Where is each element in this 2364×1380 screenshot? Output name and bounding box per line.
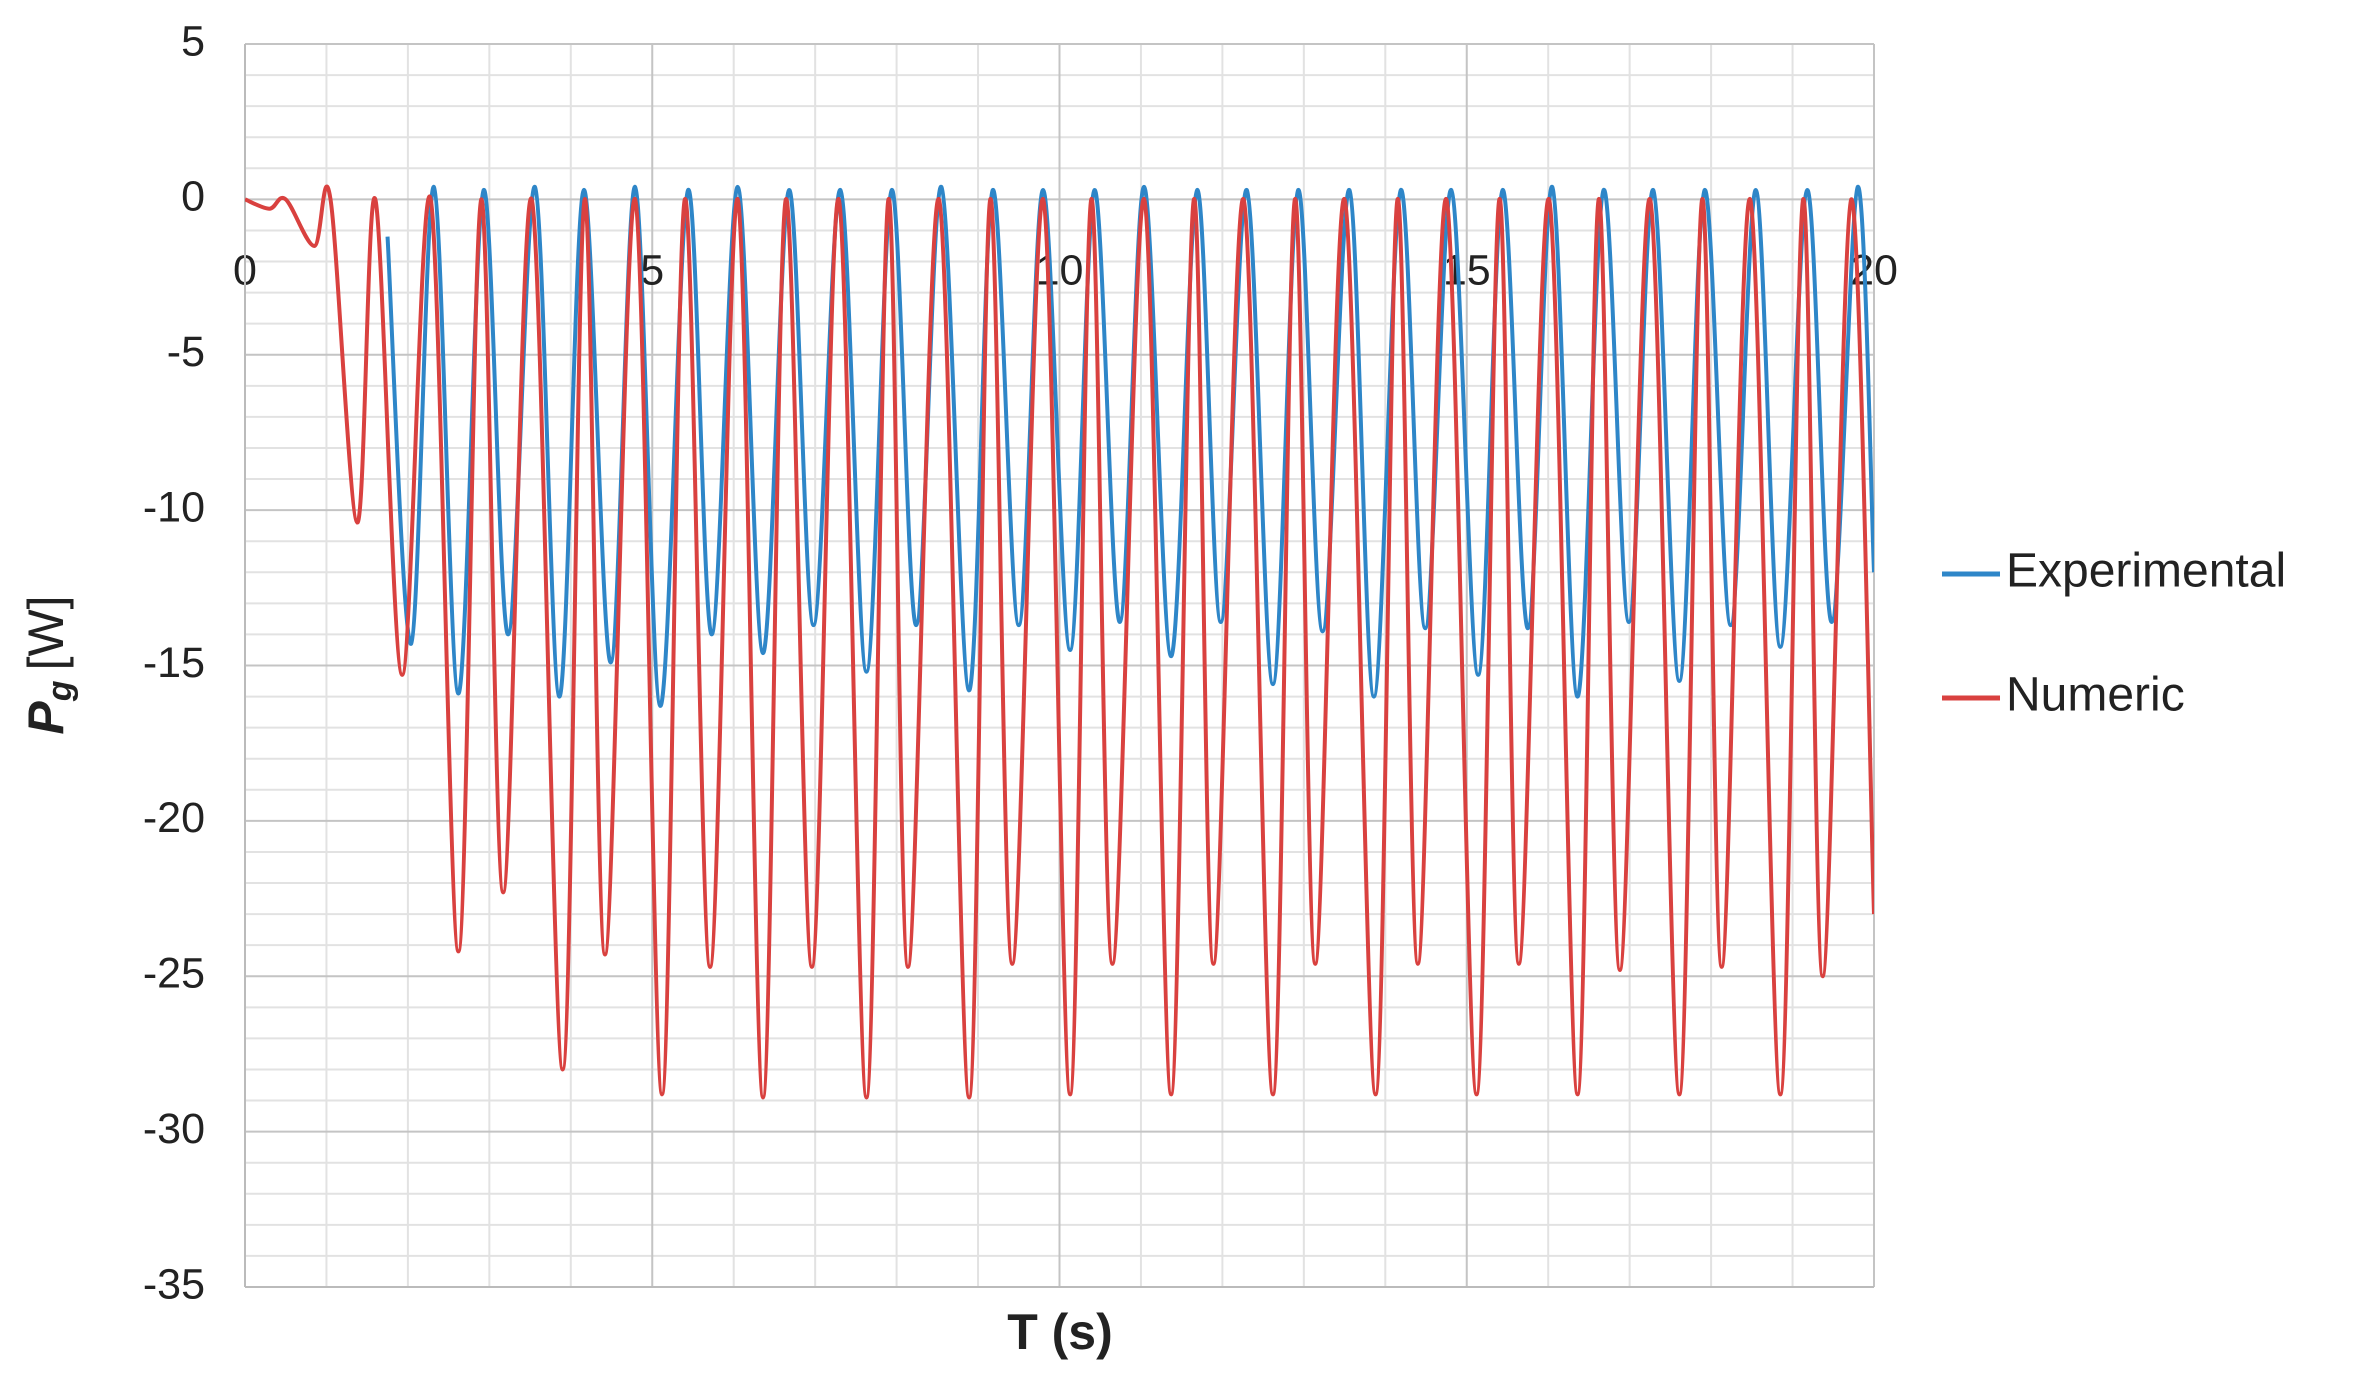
y-tick-label: -35 (143, 1260, 205, 1308)
y-axis-title: Pg [W] (18, 595, 79, 734)
data-line (245, 184, 1874, 1100)
legend-label: Experimental (2006, 545, 2286, 598)
series-lines (245, 184, 1874, 1100)
y-tick-label: -25 (143, 950, 205, 998)
y-tick-label: -10 (143, 483, 205, 531)
x-axis-title: T (s) (1007, 1304, 1113, 1360)
y-axis-symbol: P (18, 701, 74, 735)
legend-label: Numeric (2006, 669, 2185, 722)
y-tick-label: 5 (181, 17, 205, 65)
y-tick-label: -30 (143, 1105, 205, 1153)
y-axis-unit: [W] (18, 595, 74, 670)
y-tick-label: -20 (143, 794, 205, 842)
y-tick-label: -5 (167, 328, 205, 376)
y-tick-label: -15 (143, 639, 205, 687)
y-tick-label: 0 (181, 173, 205, 221)
x-tick-label: 5 (640, 247, 664, 295)
x-tick-label: 10 (1036, 247, 1084, 295)
y-axis-subscript: g (41, 680, 79, 702)
